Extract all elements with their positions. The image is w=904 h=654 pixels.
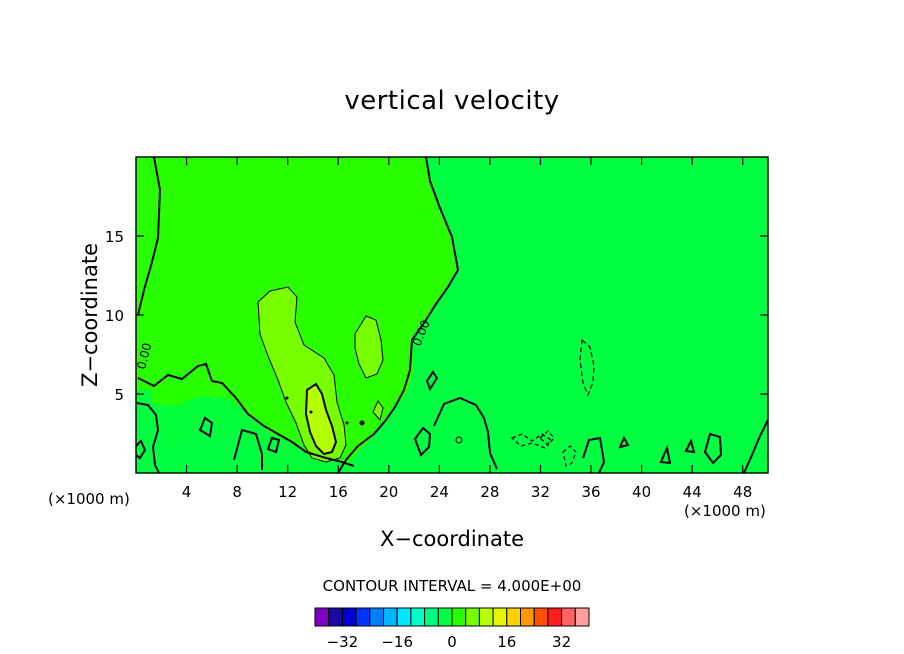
zero-boundary-line <box>137 157 162 316</box>
x-tick-label: 12 <box>278 483 297 501</box>
colorbar-tick-label: 32 <box>552 633 571 651</box>
colorbar-swatch <box>547 607 563 627</box>
right-upper-zero-contour <box>337 157 460 473</box>
small-circle-1 <box>455 436 463 444</box>
small-zero-loop-3 <box>233 428 263 470</box>
negative-dashed-contour-4 <box>539 430 555 446</box>
colorbar-swatch <box>478 607 494 627</box>
colorbar-swatch <box>396 607 412 627</box>
small-dot-1 <box>285 396 289 400</box>
colorbar-tick-label: −32 <box>327 633 359 651</box>
y-tick-label: 10 <box>105 307 124 325</box>
small-zero-loop-4 <box>266 436 281 454</box>
colorbar-swatch <box>314 607 330 627</box>
colorbar-swatch <box>451 607 467 627</box>
colorbar-swatch <box>492 607 508 627</box>
x-axis-ticks: 4 8 12 16 20 24 28 32 36 40 44 48 <box>182 157 752 501</box>
x-axis-label: X−coordinate <box>380 527 524 551</box>
colorbar-swatch <box>355 607 371 627</box>
colorbar-swatch <box>410 607 426 627</box>
x-tick-label: 4 <box>182 483 192 501</box>
colorbar-swatch <box>424 607 439 627</box>
colorbar-swatch <box>341 607 357 627</box>
colorbar-swatch <box>561 607 576 627</box>
small-zero-loop-9 <box>659 444 672 465</box>
small-positive-patch-1 <box>372 400 384 422</box>
colorbar-swatch <box>437 607 453 627</box>
lower-boundary-zero-fill <box>136 396 352 473</box>
x-tick-label: 48 <box>733 483 752 501</box>
colorbar-tick-label: −16 <box>381 633 413 651</box>
x-tick-label: 16 <box>329 483 348 501</box>
negative-dashed-contour-1 <box>579 338 595 397</box>
small-zero-loop-11 <box>703 432 723 465</box>
negative-dashed-contour-3 <box>562 445 577 467</box>
colorbar-swatch <box>383 607 398 627</box>
small-zero-loop-7 <box>582 436 606 473</box>
positive-region-fill <box>136 157 458 473</box>
x-tick-label: 8 <box>232 483 242 501</box>
x-unit-left-label: (×1000 m) <box>48 490 130 508</box>
lower-right-zero-contour <box>433 396 498 470</box>
x-unit-right-label: (×1000 m) <box>684 502 766 520</box>
y-tick-label: 5 <box>114 386 124 404</box>
small-zero-loop-8 <box>618 435 630 449</box>
small-zero-loop-2 <box>198 416 214 438</box>
small-zero-loop-10 <box>684 438 696 454</box>
contour-interval-label: CONTOUR INTERVAL = 4.000E+00 <box>322 577 582 595</box>
colorbar-swatch <box>520 607 535 627</box>
colorbar-swatch <box>506 607 521 627</box>
main-zero-contour <box>137 362 355 467</box>
updraft-core-fill <box>304 382 338 456</box>
x-tick-label: 28 <box>480 483 499 501</box>
x-tick-label: 32 <box>531 483 550 501</box>
contour-label-1: 0.00 <box>134 341 154 370</box>
x-tick-label: 36 <box>581 483 600 501</box>
contour-fill-layer <box>136 157 768 473</box>
right-edge-zero-contour <box>743 419 768 473</box>
colorbar-swatch <box>369 607 384 627</box>
colorbar: −32 −16 0 16 32 <box>314 607 590 651</box>
small-zero-loop-6 <box>425 370 439 392</box>
small-dot-4 <box>359 420 365 426</box>
colorbar-swatch <box>574 607 590 627</box>
colorbar-swatch <box>533 607 549 627</box>
small-dot-2 <box>309 410 313 414</box>
chart-title: vertical velocity <box>344 86 560 116</box>
colorbar-swatch <box>328 607 343 627</box>
colorbar-tick-label: 0 <box>447 633 457 651</box>
small-zero-loop-5 <box>413 426 432 457</box>
small-dot-3 <box>345 421 349 425</box>
x-tick-label: 24 <box>430 483 449 501</box>
colorbar-tick-label: 16 <box>497 633 516 651</box>
x-tick-label: 20 <box>379 483 398 501</box>
x-tick-label: 44 <box>683 483 702 501</box>
y-tick-label: 15 <box>105 228 124 246</box>
small-zero-loop-1 <box>136 439 147 460</box>
left-zero-contour <box>136 402 160 473</box>
y-axis-ticks: 5 10 15 <box>105 228 768 404</box>
y-axis-label: Z−coordinate <box>78 243 102 387</box>
secondary-updraft-fill <box>354 315 384 379</box>
x-tick-label: 40 <box>632 483 651 501</box>
colorbar-swatch <box>465 607 480 627</box>
negative-dashed-contour-2 <box>510 433 552 449</box>
